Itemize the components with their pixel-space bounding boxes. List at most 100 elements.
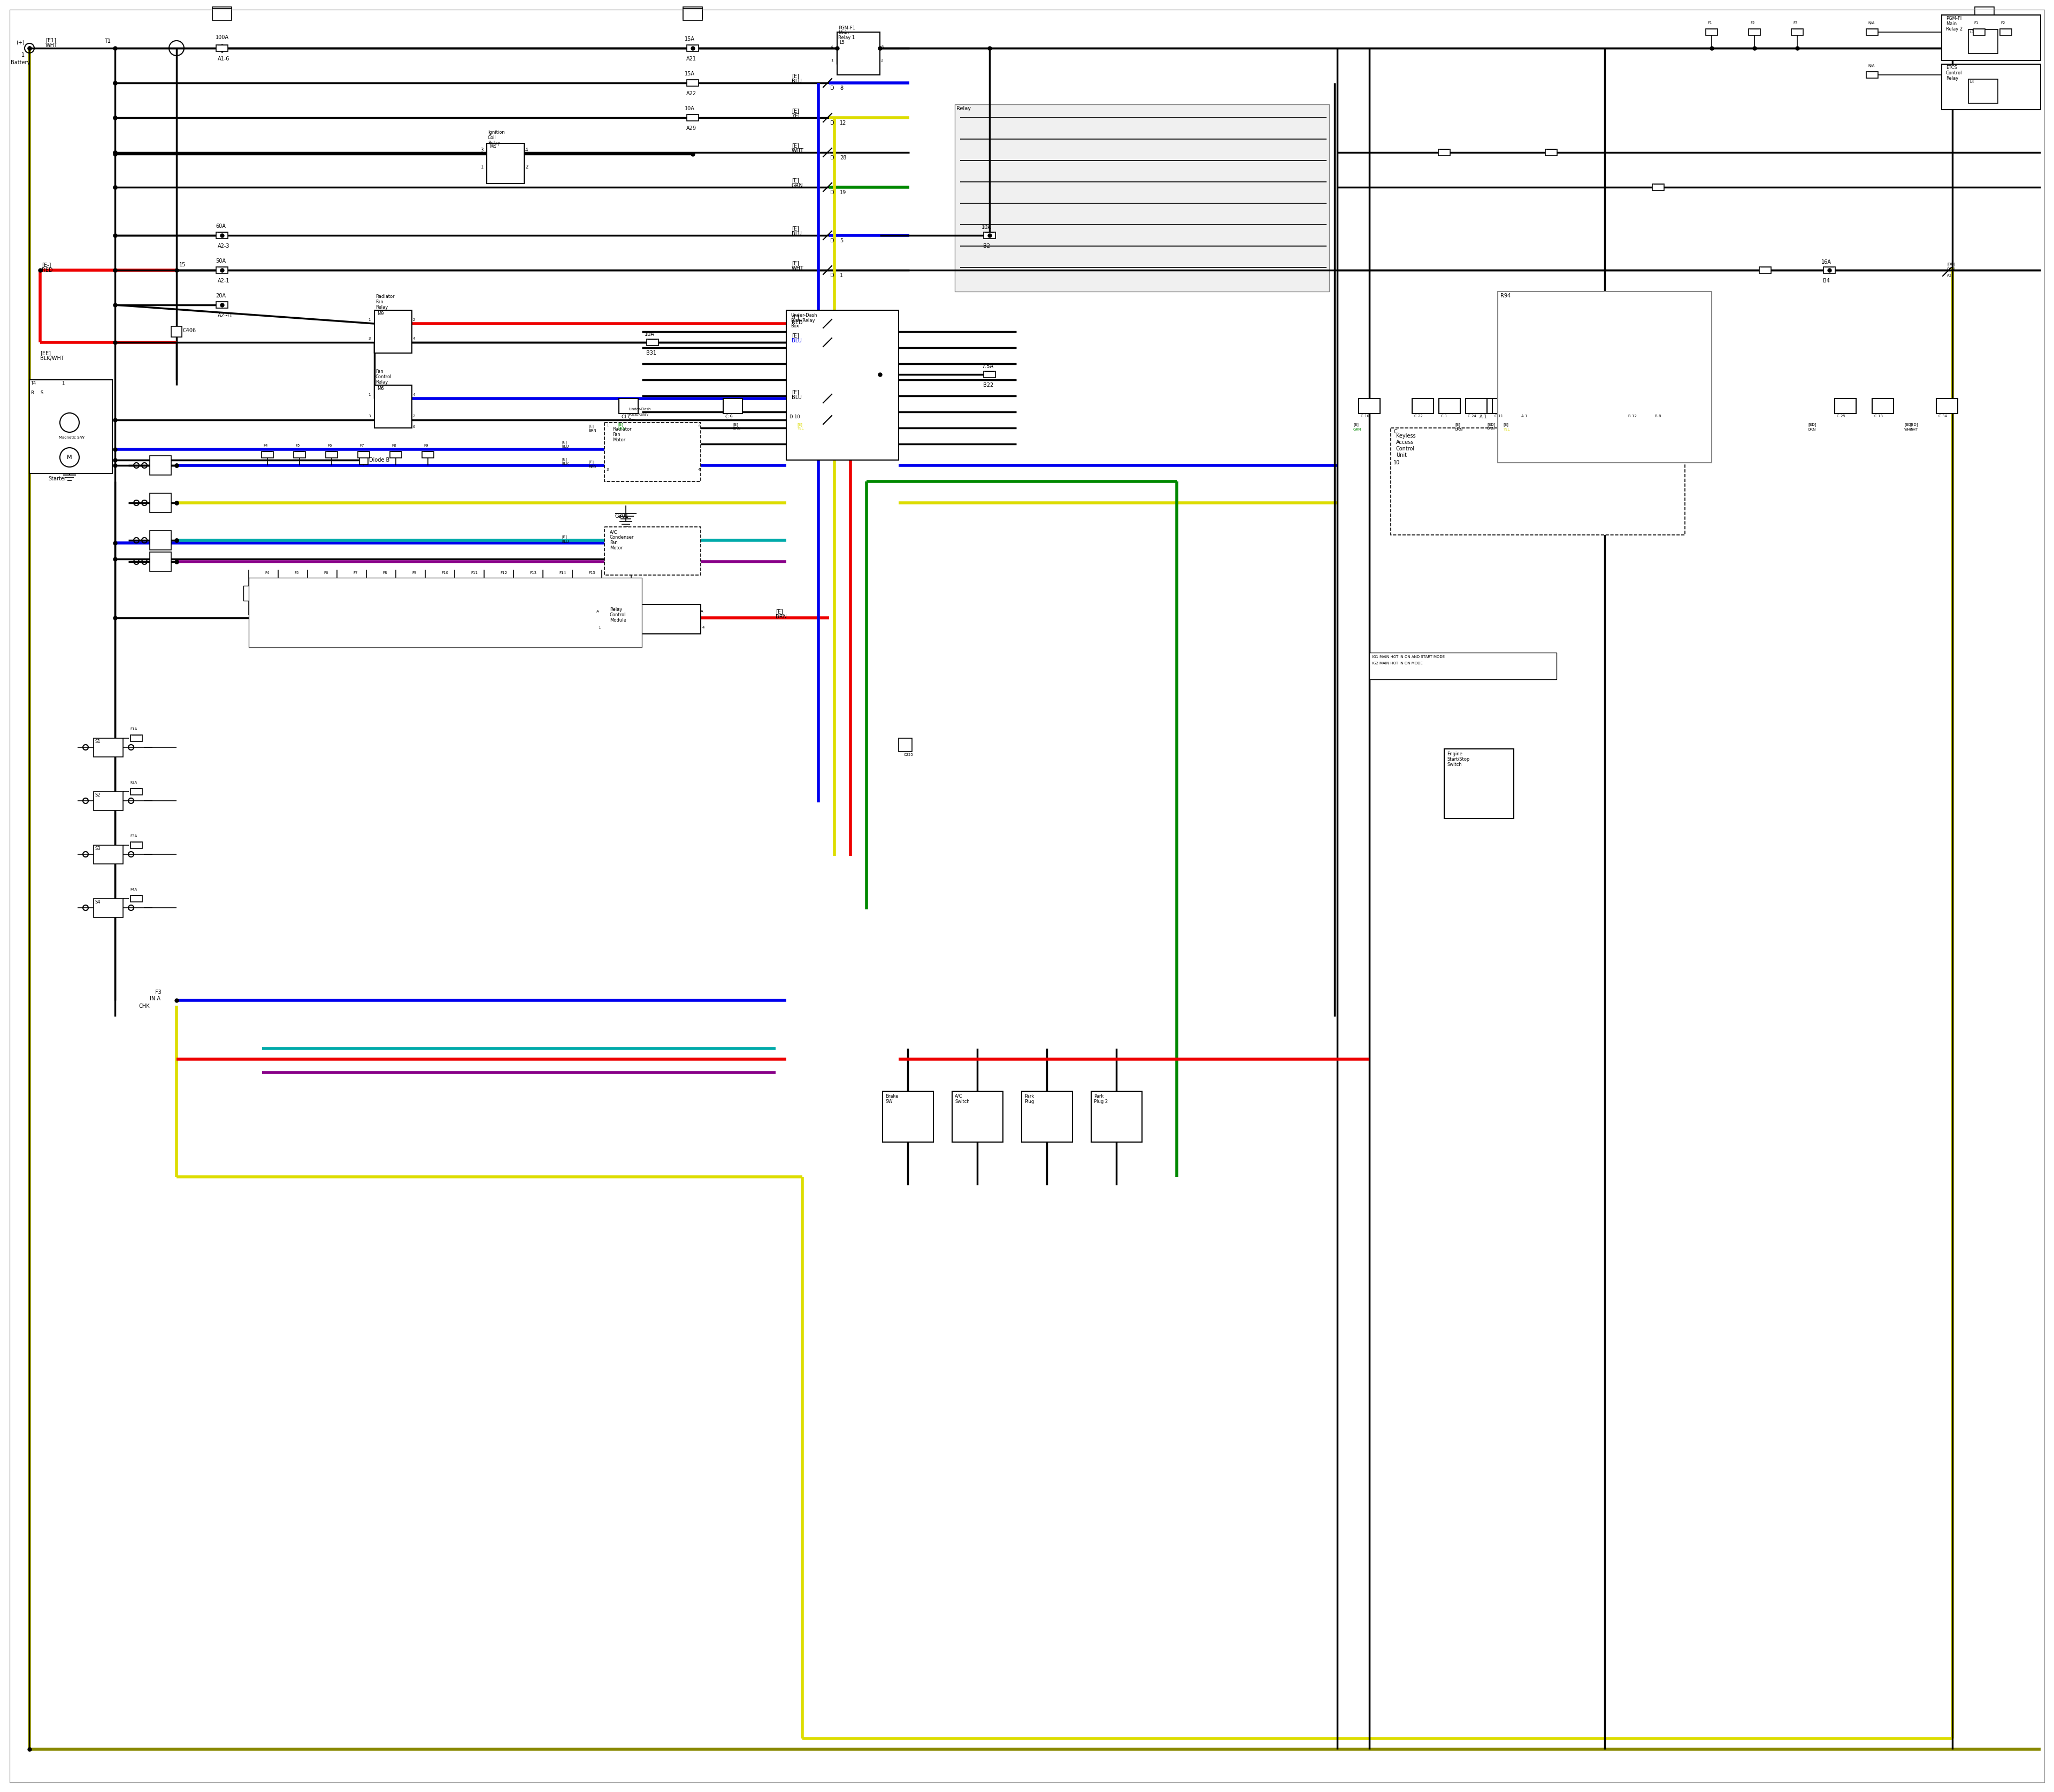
Bar	[249, 577, 641, 647]
Bar	[450, 586, 460, 600]
Text: 10A: 10A	[982, 224, 992, 229]
Text: [E]: [E]	[587, 461, 594, 464]
Text: Radiator: Radiator	[612, 426, 631, 432]
Text: F2A: F2A	[129, 781, 138, 785]
Text: [BD]: [BD]	[1808, 423, 1816, 426]
Text: Fan: Fan	[376, 299, 384, 305]
Bar	[787, 398, 807, 414]
Text: C406: C406	[183, 328, 197, 333]
Text: BLU: BLU	[561, 444, 569, 448]
Text: WHT: WHT	[1904, 428, 1912, 432]
Bar	[507, 586, 520, 600]
Bar	[94, 738, 123, 756]
Text: YEL: YEL	[1504, 428, 1510, 432]
Text: Brake
SW: Brake SW	[885, 1093, 898, 1104]
Text: F1: F1	[1707, 22, 1711, 25]
Text: A: A	[700, 609, 702, 613]
Text: B31: B31	[647, 351, 657, 357]
Text: M4: M4	[489, 145, 497, 149]
Text: 4: 4	[413, 392, 415, 396]
Text: WHT: WHT	[1910, 428, 1918, 432]
Text: Fuse/Relay: Fuse/Relay	[629, 412, 649, 416]
Text: S4: S4	[94, 900, 101, 905]
Bar	[1370, 652, 1557, 679]
Bar	[1477, 398, 1497, 414]
Text: Control: Control	[1945, 70, 1962, 75]
Bar	[1651, 185, 1664, 190]
Text: Fuse/Relay: Fuse/Relay	[791, 319, 815, 323]
Text: 4: 4	[698, 468, 700, 471]
Text: 100A: 100A	[216, 34, 228, 39]
Bar	[150, 552, 170, 572]
Text: T4: T4	[31, 382, 37, 385]
Bar	[1791, 29, 1803, 36]
Bar	[242, 586, 255, 600]
Text: [E]: [E]	[1454, 423, 1460, 426]
Text: [E1]: [E1]	[45, 38, 55, 43]
Text: 2: 2	[881, 59, 883, 63]
Bar	[94, 898, 123, 918]
Text: 10A: 10A	[684, 106, 694, 111]
Text: 15: 15	[179, 262, 185, 267]
Bar	[390, 452, 403, 459]
Text: BLK/WHT: BLK/WHT	[41, 357, 64, 360]
Text: C 9: C 9	[725, 414, 733, 419]
Text: S2: S2	[94, 792, 101, 797]
Bar	[94, 792, 123, 810]
Bar	[216, 45, 228, 52]
Bar	[357, 452, 370, 459]
Text: 1: 1	[830, 59, 834, 63]
Text: F9: F9	[413, 572, 417, 575]
Bar	[1824, 267, 1834, 274]
Bar	[331, 586, 343, 600]
Text: 1: 1	[840, 272, 842, 278]
Bar	[150, 455, 170, 475]
Text: F3: F3	[156, 989, 162, 995]
Bar	[1497, 292, 1711, 462]
Bar	[131, 788, 142, 796]
Bar	[131, 735, 142, 742]
Text: Starter: Starter	[47, 477, 66, 482]
Text: F9: F9	[423, 444, 427, 448]
Text: B 8: B 8	[1656, 414, 1662, 418]
Text: 1: 1	[481, 165, 483, 170]
Text: Control: Control	[1397, 446, 1415, 452]
Text: BRN: BRN	[776, 615, 787, 620]
Text: 19: 19	[840, 190, 846, 195]
Text: [BD]: [BD]	[1904, 423, 1912, 426]
Text: [E]: [E]	[1354, 423, 1358, 426]
Text: BRN: BRN	[587, 428, 596, 432]
Text: 1: 1	[368, 392, 370, 396]
Text: Radiator: Radiator	[376, 294, 394, 299]
Text: L1: L1	[1970, 30, 1974, 34]
Text: ORN: ORN	[1947, 267, 1955, 271]
Text: [E]: [E]	[587, 425, 594, 428]
Bar	[294, 452, 306, 459]
Text: BLU: BLU	[561, 539, 569, 543]
Text: 3: 3	[368, 337, 370, 340]
Text: 4: 4	[526, 147, 528, 152]
Bar	[953, 1091, 1002, 1142]
Bar	[838, 32, 879, 75]
Bar	[1358, 398, 1380, 414]
Bar	[374, 310, 413, 353]
Text: N/A: N/A	[1867, 65, 1875, 68]
Text: D 10: D 10	[789, 414, 799, 419]
Text: 1: 1	[62, 382, 64, 385]
Text: 60A: 60A	[216, 224, 226, 229]
Text: GRN: GRN	[791, 183, 803, 188]
Text: S3: S3	[94, 846, 101, 851]
Text: [E]: [E]	[791, 260, 799, 265]
Text: Motor: Motor	[610, 545, 622, 550]
Text: [E]: [E]	[561, 457, 567, 461]
Bar	[170, 326, 183, 337]
Text: F1: F1	[1974, 22, 1978, 25]
Bar	[1091, 1091, 1142, 1142]
Text: D: D	[830, 190, 834, 195]
Text: A: A	[596, 609, 600, 613]
Bar	[1748, 29, 1760, 36]
Bar	[302, 586, 312, 600]
Text: [E]: [E]	[791, 315, 799, 321]
Text: [BD]: [BD]	[1947, 262, 1955, 265]
Text: Fan: Fan	[610, 539, 618, 545]
